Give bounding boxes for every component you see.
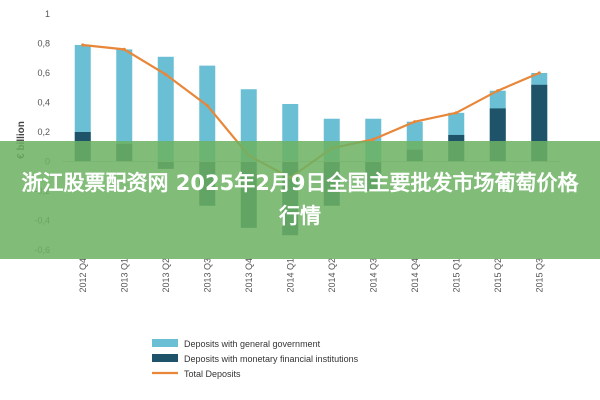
total-deposits-point [122,47,126,52]
x-tick-label: 2013 Q2 [161,258,171,293]
y-tick-label: 0,6 [37,68,50,78]
x-tick-label: 2015 Q3 [534,258,544,293]
total-deposits-point [164,72,168,77]
total-deposits-point [454,111,458,115]
x-tick-label: 2013 Q1 [119,258,129,293]
x-tick-label: 2012 Q4 [78,258,88,293]
y-tick-label: 0,4 [37,98,50,108]
total-deposits-point [205,103,209,108]
total-deposits-point [413,120,417,124]
y-tick-label: 0,8 [37,39,50,49]
legend: Deposits with general government Deposits… [152,339,359,379]
x-tick-label: 2014 Q2 [327,258,337,293]
y-axis-label: € billion [16,121,27,159]
title-overlay-banner: 浙江股票配资网 2025年2月9日全国主要批发市场葡萄价格行情 [0,141,600,259]
overlay-title: 浙江股票配资网 2025年2月9日全国主要批发市场葡萄价格行情 [21,171,579,228]
y-tick-label: 1 [45,9,50,19]
x-tick-label: 2014 Q3 [368,258,378,293]
legend-swatch [152,339,178,347]
legend-label: Deposits with monetary financial institu… [184,354,359,364]
x-axis-ticks: 2012 Q4 2013 Q1 2013 Q2 2013 Q3 2013 Q4 2014 … [78,258,545,293]
legend-label: Total Deposits [184,369,241,379]
y-tick-label: 0,2 [37,127,50,137]
bar-general-government [157,56,174,162]
bar-general-government [199,65,216,162]
x-tick-label: 2013 Q3 [202,258,212,293]
total-deposits-point [81,43,85,47]
total-deposits-point [371,137,375,141]
x-tick-label: 2015 Q2 [493,258,503,293]
x-tick-label: 2015 Q1 [451,258,461,293]
x-tick-label: 2014 Q4 [410,258,420,293]
legend-swatch [152,354,178,362]
legend-label: Deposits with general government [184,339,321,349]
total-deposits-point [496,89,500,93]
total-deposits-point [537,71,541,75]
x-tick-label: 2014 Q1 [285,258,295,293]
bar-general-government [116,49,133,162]
x-tick-label: 2013 Q4 [244,258,254,293]
